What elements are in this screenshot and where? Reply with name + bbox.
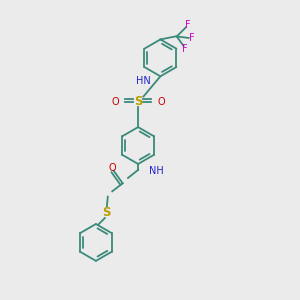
Text: S: S	[102, 206, 111, 219]
Text: O: O	[108, 163, 116, 173]
Text: O: O	[158, 97, 165, 107]
Text: S: S	[134, 95, 142, 108]
Text: F: F	[185, 20, 191, 30]
Text: F: F	[182, 44, 188, 54]
Text: O: O	[111, 97, 119, 107]
Text: HN: HN	[136, 76, 151, 86]
Text: NH: NH	[148, 167, 163, 176]
Text: F: F	[189, 33, 195, 43]
